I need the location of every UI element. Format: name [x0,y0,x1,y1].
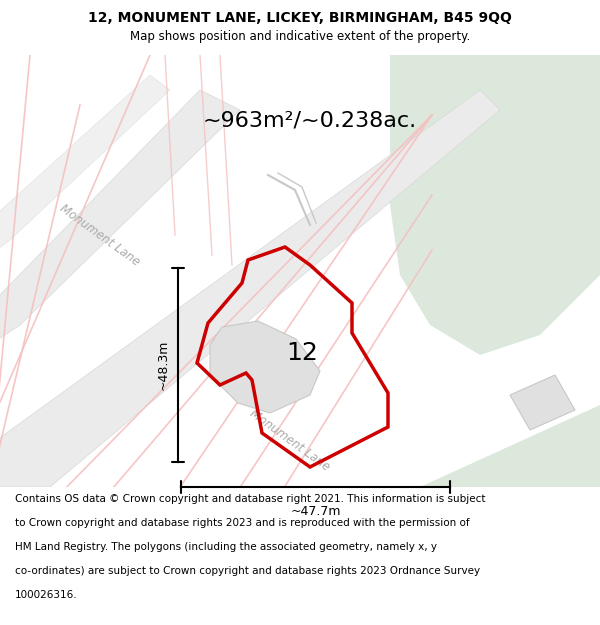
Text: to Crown copyright and database rights 2023 and is reproduced with the permissio: to Crown copyright and database rights 2… [15,518,470,528]
Polygon shape [390,55,600,355]
Text: Monument Lane: Monument Lane [58,202,142,268]
Text: 12, MONUMENT LANE, LICKEY, BIRMINGHAM, B45 9QQ: 12, MONUMENT LANE, LICKEY, BIRMINGHAM, B… [88,11,512,25]
Polygon shape [0,90,500,487]
Text: co-ordinates) are subject to Crown copyright and database rights 2023 Ordnance S: co-ordinates) are subject to Crown copyr… [15,566,480,576]
Polygon shape [420,405,600,487]
Text: ~963m²/~0.238ac.: ~963m²/~0.238ac. [203,110,417,130]
Text: Contains OS data © Crown copyright and database right 2021. This information is : Contains OS data © Crown copyright and d… [15,494,485,504]
Text: ~47.7m: ~47.7m [290,505,341,518]
Text: HM Land Registry. The polygons (including the associated geometry, namely x, y: HM Land Registry. The polygons (includin… [15,542,437,552]
Text: ~48.3m: ~48.3m [157,340,170,390]
Polygon shape [210,321,320,413]
Text: Monument Lane: Monument Lane [248,407,332,473]
Polygon shape [510,375,575,430]
Polygon shape [0,90,240,345]
Text: Map shows position and indicative extent of the property.: Map shows position and indicative extent… [130,30,470,43]
Text: 12: 12 [286,341,317,366]
Text: 100026316.: 100026316. [15,591,77,601]
Polygon shape [0,75,170,255]
